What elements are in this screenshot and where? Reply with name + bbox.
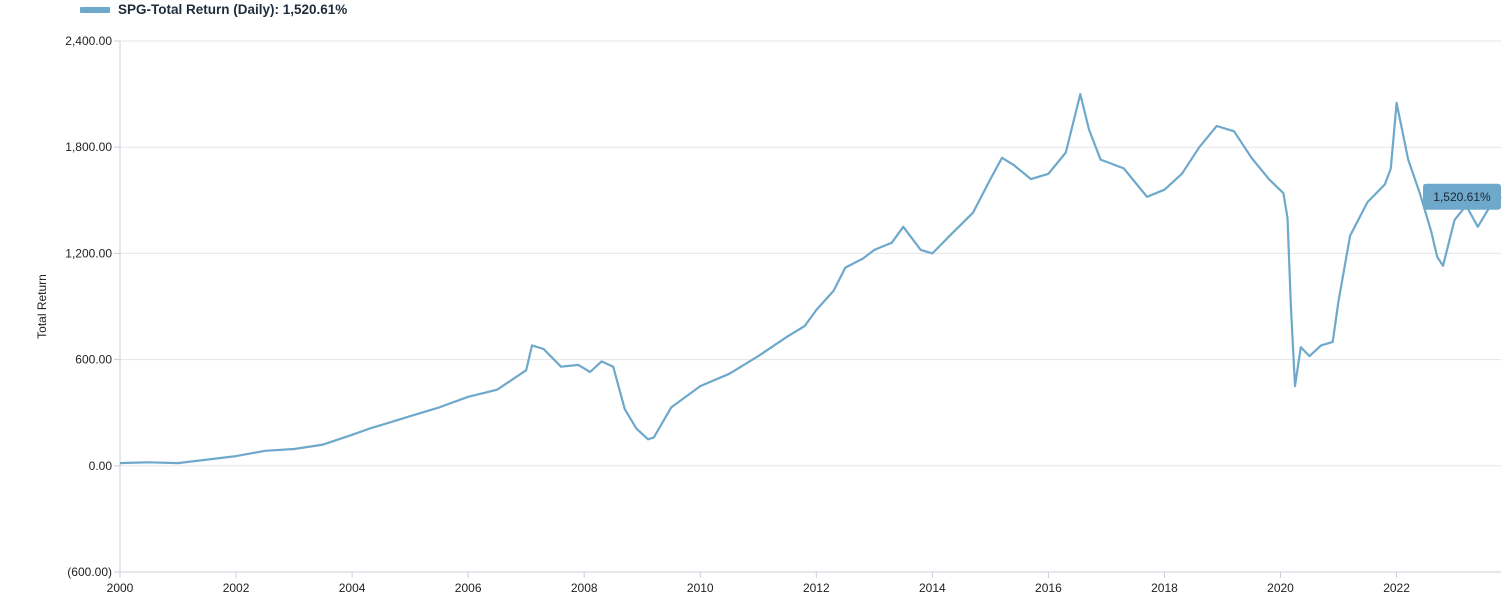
y-tick-label: 1,800.00: [65, 140, 112, 154]
y-tick-label: 0.00: [89, 459, 113, 473]
series-line: [119, 93, 1502, 465]
legend-swatch: [80, 6, 110, 13]
y-axis-ticks: (600.00) 0.00 600.00 1,200.00 1,800.00 2,400.…: [65, 34, 120, 579]
last-value-tag-box: [1423, 183, 1501, 210]
y-tick-label: 600.00: [75, 353, 112, 367]
y-axis-label: Total Return: [35, 274, 49, 339]
x-tick-label: 2014: [919, 581, 946, 595]
x-tick-label: 2006: [455, 581, 482, 595]
x-tick-label: 2022: [1383, 581, 1410, 595]
x-tick-label: 2000: [107, 581, 134, 595]
y-tick-label: (600.00): [67, 565, 112, 579]
x-tick-label: 2018: [1151, 581, 1178, 595]
x-tick-label: 2002: [223, 581, 250, 595]
x-tick-label: 2020: [1267, 581, 1294, 595]
x-axis-ticks: 2000 2002 2004 2006 2008 2010 2012 2014 2016 2018…: [107, 572, 1410, 595]
legend-label: SPG-Total Return (Daily): 1,520.61%: [118, 2, 348, 17]
chart-legend: SPG-Total Return (Daily): 1,520.61%: [80, 2, 347, 17]
x-tick-label: 2016: [1035, 581, 1062, 595]
x-tick-label: 2004: [339, 581, 366, 595]
last-value-tag: 1,520.61%: [1423, 183, 1501, 210]
x-tick-label: 2012: [803, 581, 830, 595]
x-tick-label: 2010: [687, 581, 714, 595]
grid-lines: [120, 40, 1501, 467]
x-tick-label: 2008: [571, 581, 598, 595]
y-tick-label: 1,200.00: [65, 246, 112, 260]
y-tick-label: 2,400.00: [65, 34, 112, 48]
last-value-label: 1,520.61%: [1433, 190, 1491, 204]
series-group: [119, 93, 1502, 465]
